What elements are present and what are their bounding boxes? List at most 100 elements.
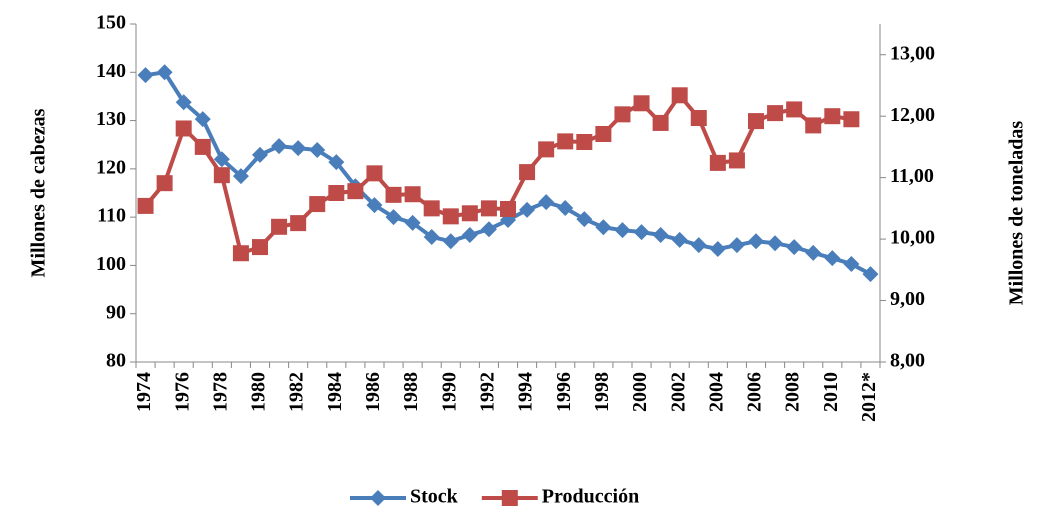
marker	[213, 151, 230, 168]
marker	[519, 201, 536, 218]
x-tick-label: 1992	[477, 372, 499, 412]
marker	[480, 200, 497, 217]
y-tick-label: 100	[96, 253, 126, 275]
marker	[442, 208, 459, 225]
y2-tick-label: 10,00	[890, 227, 935, 249]
legend-label: Stock	[410, 486, 459, 508]
x-tick-label: 1990	[438, 372, 460, 412]
marker	[404, 214, 421, 231]
marker	[137, 197, 154, 214]
y2-tick-label: 13,00	[890, 42, 935, 64]
marker	[480, 221, 497, 238]
marker	[633, 224, 650, 241]
y-tick-label: 80	[106, 350, 126, 372]
x-tick-label: 1998	[591, 372, 613, 412]
y-axis-label: Millones de cabezas	[28, 108, 50, 277]
marker	[652, 114, 669, 131]
marker	[137, 67, 154, 84]
marker	[213, 167, 230, 184]
y-tick-label: 110	[97, 205, 126, 227]
marker	[271, 138, 288, 155]
marker	[728, 237, 745, 254]
x-tick-label: 2004	[705, 372, 727, 412]
legend-label: Producción	[542, 486, 639, 508]
marker	[328, 185, 345, 201]
marker	[442, 233, 459, 250]
y-tick-label: 90	[106, 301, 126, 323]
marker	[786, 101, 803, 118]
marker	[728, 152, 745, 169]
marker	[538, 141, 555, 158]
marker	[786, 239, 803, 256]
marker	[175, 120, 192, 137]
marker	[824, 250, 841, 267]
marker	[557, 199, 574, 216]
marker	[614, 222, 631, 239]
marker	[232, 245, 249, 262]
x-tick-label: 1988	[400, 372, 422, 412]
marker	[671, 231, 688, 248]
marker	[175, 94, 192, 111]
marker	[290, 215, 307, 232]
marker	[461, 205, 478, 222]
marker	[576, 133, 593, 150]
marker	[194, 111, 211, 128]
x-tick-label: 2002	[667, 372, 689, 412]
marker	[671, 87, 688, 104]
legend-marker	[370, 490, 386, 506]
x-tick-label: 1994	[515, 372, 537, 412]
marker	[805, 244, 822, 261]
marker	[500, 200, 516, 217]
x-tick-label: 1974	[133, 372, 155, 412]
marker	[194, 138, 211, 155]
marker	[347, 183, 364, 200]
marker	[366, 165, 383, 182]
marker	[519, 164, 536, 181]
y-tick-label: 150	[96, 12, 126, 34]
marker	[824, 108, 841, 125]
marker	[595, 219, 612, 236]
y2-tick-label: 12,00	[890, 104, 935, 126]
marker	[538, 194, 555, 211]
x-tick-label: 1996	[553, 372, 575, 412]
series-line	[144, 91, 852, 256]
marker	[404, 186, 421, 203]
x-tick-label: 1976	[171, 372, 193, 412]
marker	[614, 106, 631, 123]
marker	[252, 239, 268, 256]
x-tick-label: 1978	[209, 372, 231, 412]
marker	[156, 175, 173, 192]
marker	[309, 196, 326, 213]
marker	[576, 211, 593, 228]
marker	[271, 218, 288, 235]
x-tick-label: 1982	[286, 372, 308, 412]
marker	[805, 117, 822, 134]
marker	[767, 105, 784, 122]
x-tick-label: 2006	[744, 372, 766, 412]
marker	[252, 146, 268, 163]
marker	[709, 241, 726, 258]
marker	[232, 168, 249, 185]
marker	[385, 209, 402, 226]
marker	[461, 227, 478, 244]
marker	[309, 142, 326, 159]
x-tick-label: 2000	[629, 372, 651, 412]
marker	[633, 95, 650, 112]
marker	[843, 255, 860, 272]
x-tick-label: 2008	[782, 372, 804, 412]
marker	[652, 227, 669, 244]
marker	[328, 154, 345, 171]
marker	[423, 200, 440, 217]
marker	[156, 64, 173, 81]
marker	[290, 140, 307, 157]
marker	[595, 126, 612, 143]
y-tick-label: 120	[96, 156, 126, 178]
marker	[385, 186, 402, 203]
x-tick-label: 2010	[820, 372, 842, 412]
marker	[843, 111, 860, 128]
legend-marker	[501, 490, 518, 506]
marker	[748, 113, 764, 130]
marker	[690, 237, 707, 254]
y2-tick-label: 11,00	[890, 165, 934, 187]
